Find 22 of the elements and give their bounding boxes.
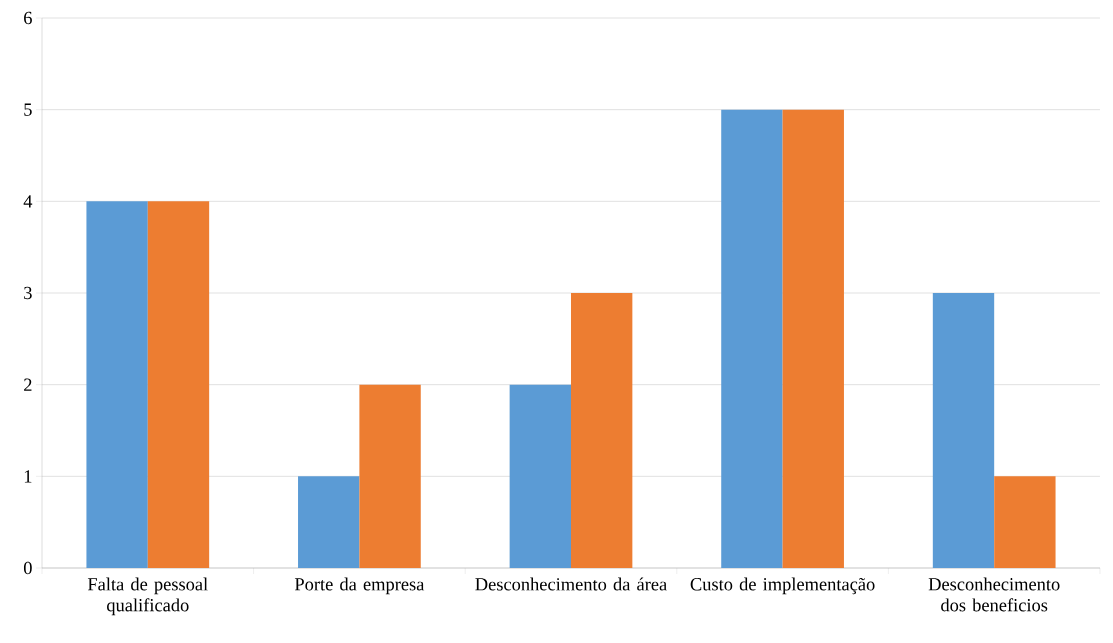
y-tick-label: 4 bbox=[23, 195, 33, 208]
bar bbox=[932, 293, 995, 568]
y-tick-label: 3 bbox=[24, 286, 32, 300]
bar bbox=[509, 384, 571, 568]
y-tick-label: 5 bbox=[24, 103, 32, 116]
bar bbox=[147, 201, 210, 568]
x-tick-label: Desconhecimento dos beneficios bbox=[928, 577, 1060, 612]
x-tick-label: Falta de pessoal qualificado bbox=[87, 577, 208, 616]
y-tick-label: 0 bbox=[23, 561, 32, 575]
x-tick-label: Porte da empresa bbox=[294, 577, 425, 595]
bar bbox=[721, 109, 783, 568]
x-tick-label: Custo de implementação bbox=[690, 577, 875, 595]
bar bbox=[86, 201, 148, 568]
x-tick-label: Desconhecimento da área bbox=[475, 577, 667, 591]
y-tick-label: 1 bbox=[24, 470, 32, 483]
bar bbox=[782, 109, 844, 568]
y-tick-label: 2 bbox=[24, 378, 32, 391]
y-tick-label: 6 bbox=[24, 11, 32, 25]
bar bbox=[994, 476, 1056, 568]
bar bbox=[359, 384, 421, 568]
bar bbox=[570, 293, 633, 568]
bar bbox=[298, 476, 360, 568]
